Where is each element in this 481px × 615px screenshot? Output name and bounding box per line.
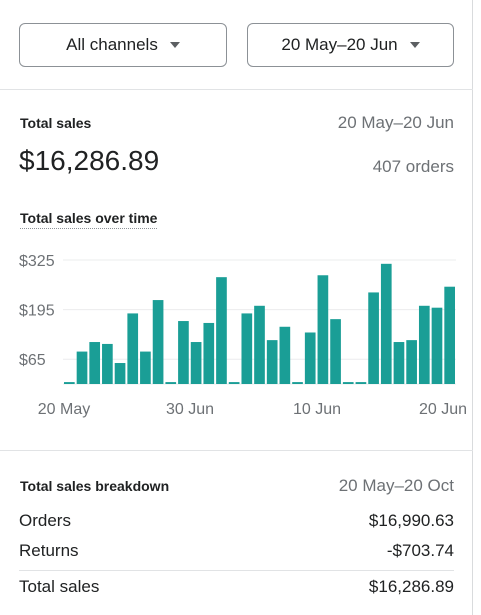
chart-bar[interactable] [241, 313, 253, 384]
divider [19, 570, 454, 571]
breakdown-row-label: Returns [19, 541, 79, 560]
chart-bar[interactable] [444, 286, 455, 384]
caret-down-icon [409, 42, 420, 48]
chart-bar[interactable] [304, 332, 316, 384]
chart-bar[interactable] [368, 292, 379, 384]
breakdown-row-value: $16,990.63 [368, 511, 454, 530]
chart-bar[interactable] [178, 321, 189, 384]
filter-bar: All channels 20 May–20 Jun [0, 0, 473, 90]
x-tick-label: 20 May [38, 401, 90, 418]
total-sales-date-range: 20 May–20 Jun [337, 113, 454, 132]
chart-bar[interactable] [152, 300, 164, 384]
chart-bar[interactable] [89, 342, 101, 384]
y-tick-label: $195 [19, 303, 55, 320]
breakdown-total-label: Total sales [19, 577, 100, 596]
chart-bar[interactable] [228, 382, 240, 384]
chart-bar[interactable] [140, 351, 151, 384]
y-tick-label: $65 [19, 352, 46, 369]
chart-bar[interactable] [431, 307, 443, 384]
chart-bar[interactable] [266, 340, 278, 384]
chart-bar[interactable] [317, 275, 329, 384]
breakdown-row-returns: Returns -$703.74 [19, 541, 454, 561]
breakdown-row-label: Orders [19, 511, 71, 530]
chart-bar[interactable] [102, 343, 113, 384]
breakdown-title: Total sales breakdown [20, 478, 170, 494]
channels-dropdown-label: All channels [66, 35, 158, 54]
chart-bar[interactable] [114, 363, 126, 384]
chart-bar[interactable] [216, 277, 227, 384]
chart-bar[interactable] [393, 342, 405, 384]
chart-title[interactable]: Total sales over time [20, 210, 158, 229]
chart-bar[interactable] [292, 382, 303, 384]
date-range-dropdown-label: 20 May–20 Jun [281, 35, 398, 54]
chart-bar[interactable] [279, 326, 291, 384]
chart-bar[interactable] [380, 263, 392, 384]
date-range-dropdown[interactable]: 20 May–20 Jun [247, 23, 454, 67]
chart-bar[interactable] [406, 340, 417, 384]
chart-bar[interactable] [355, 382, 367, 384]
chart-bar[interactable] [342, 382, 354, 384]
chart-bar[interactable] [254, 305, 265, 384]
total-sales-amount: $16,286.89 [19, 145, 160, 176]
breakdown-total-value: $16,286.89 [368, 577, 454, 596]
chart-bar[interactable] [190, 342, 202, 384]
sales-breakdown-card: Total sales breakdown 20 May–20 Oct Orde… [0, 451, 473, 615]
chart-title-text: Total sales over time [20, 210, 158, 226]
x-tick-label: 10 Jun [293, 401, 341, 418]
x-tick-label: 30 Jun [166, 401, 214, 418]
chart-bar[interactable] [64, 382, 75, 384]
breakdown-row-total: Total sales $16,286.89 [19, 577, 454, 597]
chart-bar[interactable] [330, 319, 341, 384]
caret-down-icon [169, 42, 180, 48]
total-sales-card: Total sales 20 May–20 Jun $16,286.89 407… [0, 90, 473, 451]
sales-over-time-chart: $325 $195 $65 20 May 30 Jun 10 Jun 20 Jun [19, 253, 467, 418]
x-tick-label: 20 Jun [419, 401, 467, 418]
total-sales-title: Total sales [20, 115, 92, 131]
orders-count: 407 orders [372, 157, 454, 176]
channels-dropdown[interactable]: All channels [19, 23, 227, 67]
chart-bar[interactable] [127, 313, 139, 384]
breakdown-row-orders: Orders $16,990.63 [19, 511, 454, 531]
chart-bar[interactable] [76, 351, 88, 384]
chart-bar[interactable] [418, 305, 430, 384]
y-tick-label: $325 [19, 253, 55, 270]
breakdown-date-range: 20 May–20 Oct [338, 476, 454, 495]
chart-bar[interactable] [203, 322, 215, 384]
breakdown-row-value: -$703.74 [386, 541, 454, 560]
chart-bar[interactable] [165, 382, 177, 384]
